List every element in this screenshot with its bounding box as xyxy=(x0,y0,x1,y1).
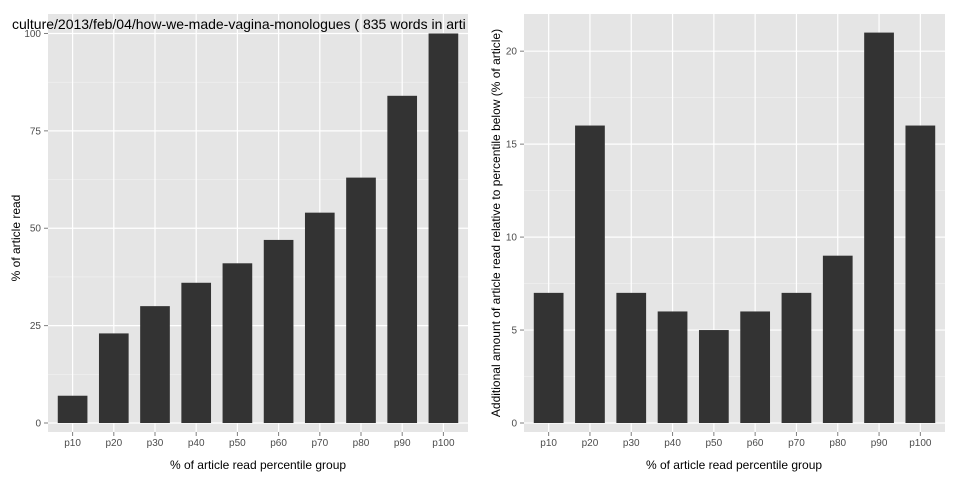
x-tick-label-p10: p10 xyxy=(64,438,81,449)
bar-p20 xyxy=(575,125,605,423)
bar-p40 xyxy=(657,311,688,423)
bar-p100 xyxy=(905,125,936,423)
chart-2-x-axis-title: % of article read percentile group xyxy=(646,458,822,472)
bar-p50 xyxy=(222,263,253,423)
x-tick-label-p70: p70 xyxy=(311,438,328,449)
bar-p60 xyxy=(740,311,771,423)
x-tick-label-p20: p20 xyxy=(105,438,122,449)
chart-1-y-axis-title: % of article read xyxy=(9,195,23,282)
bar-p90 xyxy=(864,32,894,423)
y-tick-label: 100 xyxy=(24,29,41,40)
x-tick-label-p70: p70 xyxy=(788,438,805,449)
chart-1-y-ticks: 0 25 50 75 100 xyxy=(24,29,48,430)
x-tick-label-p100: p100 xyxy=(432,438,455,449)
x-tick-label-p90: p90 xyxy=(394,438,411,449)
chart-2: 0 5 10 15 20 p10 p20 p30 p40 p50 p60 p70 p80 p90 p100… xyxy=(489,14,945,472)
y-tick-label: 10 xyxy=(506,233,518,244)
x-tick-label-p10: p10 xyxy=(540,438,557,449)
chart-2-bars xyxy=(533,32,936,423)
chart-2-x-ticks: p10 p20 p30 p40 p50 p60 p70 p80 p90 p100 xyxy=(540,432,932,449)
x-tick-label-p50: p50 xyxy=(706,438,723,449)
bar-p30 xyxy=(616,292,647,423)
bar-p50 xyxy=(698,330,729,423)
x-tick-label-p80: p80 xyxy=(829,438,846,449)
chart-2-y-axis-title: Additional amount of article read relati… xyxy=(489,29,503,417)
x-tick-label-p30: p30 xyxy=(147,438,164,449)
x-tick-label-p20: p20 xyxy=(582,438,599,449)
bar-p10 xyxy=(533,292,564,423)
bar-p60 xyxy=(263,239,294,423)
x-tick-label-p30: p30 xyxy=(623,438,640,449)
bar-p90 xyxy=(387,95,418,424)
x-tick-label-p90: p90 xyxy=(871,438,888,449)
chart-2-y-ticks: 0 5 10 15 20 xyxy=(506,47,524,430)
bar-p40 xyxy=(181,282,212,423)
y-tick-label: 15 xyxy=(506,140,518,151)
y-tick-label: 25 xyxy=(30,321,42,332)
bar-p70 xyxy=(304,212,335,423)
x-tick-label-p50: p50 xyxy=(229,438,246,449)
y-tick-label: 0 xyxy=(511,419,517,430)
y-tick-label: 20 xyxy=(506,47,518,58)
x-tick-label-p100: p100 xyxy=(909,438,932,449)
x-tick-label-p60: p60 xyxy=(747,438,764,449)
chart-1-x-axis-title: % of article read percentile group xyxy=(170,458,346,472)
chart-1-title: culture/2013/feb/04/how-we-made-vagina-m… xyxy=(12,16,466,32)
x-tick-label-p40: p40 xyxy=(664,438,681,449)
bar-p80 xyxy=(822,255,853,423)
bar-p20 xyxy=(98,333,129,423)
bar-p30 xyxy=(140,306,170,423)
bar-p80 xyxy=(346,177,376,423)
x-tick-label-p40: p40 xyxy=(188,438,205,449)
y-tick-label: 5 xyxy=(511,326,517,337)
y-tick-label: 50 xyxy=(30,224,42,235)
chart-1-x-ticks: p10 p20 p30 p40 p50 p60 p70 p80 p90 p100 xyxy=(64,432,455,449)
y-tick-label: 0 xyxy=(35,419,41,430)
bar-p70 xyxy=(781,292,812,423)
x-tick-label-p80: p80 xyxy=(353,438,370,449)
y-tick-label: 75 xyxy=(30,126,42,137)
x-tick-label-p60: p60 xyxy=(270,438,287,449)
chart-1-bars xyxy=(57,33,459,424)
bar-p100 xyxy=(428,33,459,423)
bar-p10 xyxy=(57,395,88,423)
